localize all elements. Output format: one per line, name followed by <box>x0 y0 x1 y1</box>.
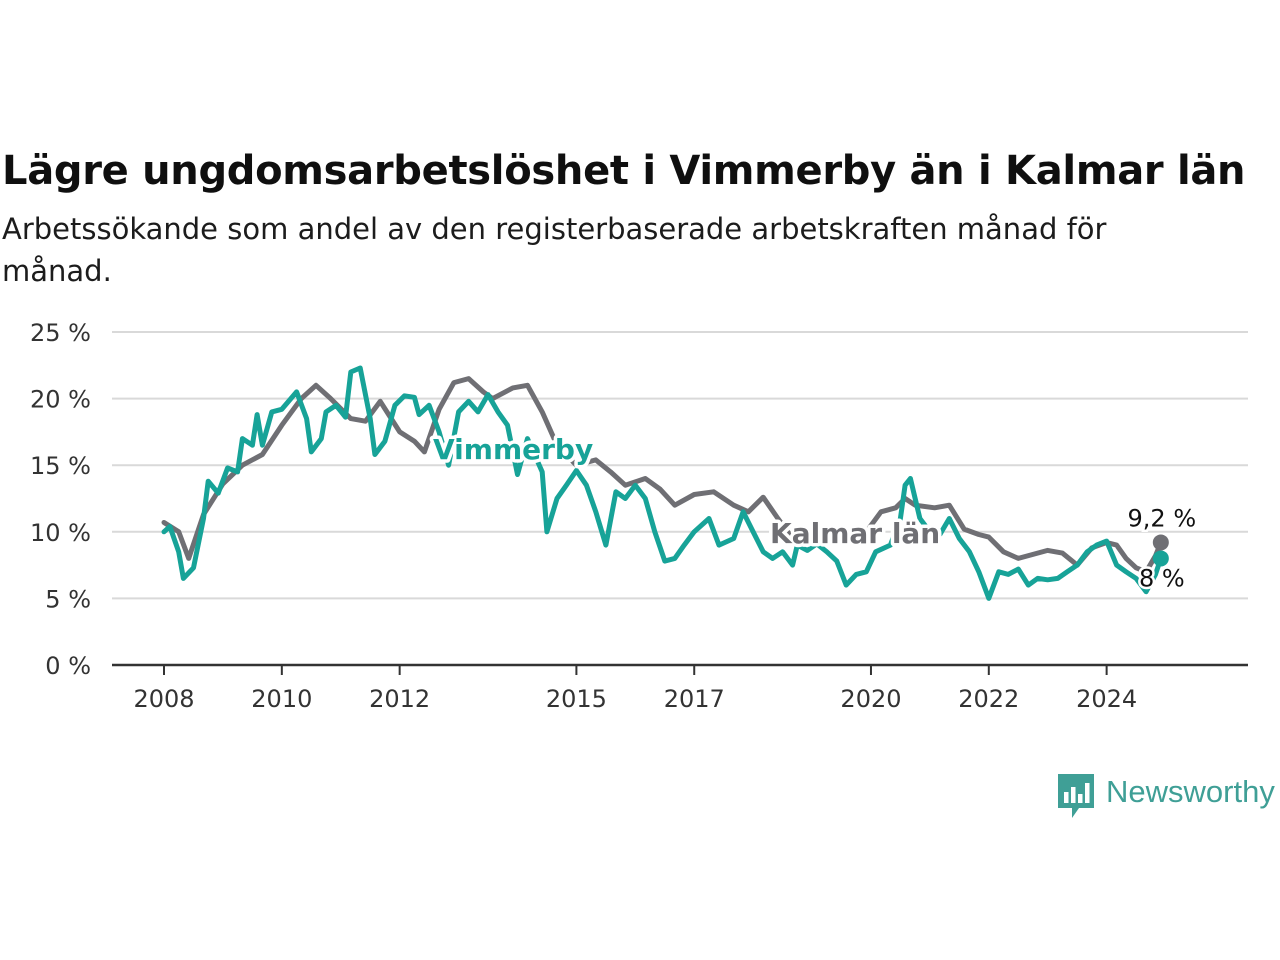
series-line-vimmerby <box>161 365 1164 601</box>
y-tick-label: 20 % <box>30 386 91 414</box>
x-axis: 2008 2010 2012 2015 2017 2020 2022 2024 <box>112 663 1248 713</box>
x-tick-label: 2015 <box>546 685 607 713</box>
brand-name: Newsworthy <box>1106 774 1275 809</box>
x-tick-label: 2017 <box>664 685 725 713</box>
grid-lines <box>112 331 1248 600</box>
y-tick-label: 10 % <box>30 519 91 547</box>
x-tick-label: 2012 <box>369 685 430 713</box>
end-point-vimmerby <box>1152 550 1169 567</box>
series-label-vimmerby: Vimmerby <box>433 433 593 466</box>
x-tick-label: 2022 <box>958 685 1019 713</box>
series-labels: Vimmerby Kalmar län 9,2 % 8 % <box>430 430 1199 595</box>
y-axis-tick-labels: 0 % 5 % 10 % 15 % 20 % 25 % <box>30 319 91 680</box>
x-tick-label: 2020 <box>840 685 901 713</box>
x-tick-label: 2008 <box>133 685 194 713</box>
y-tick-label: 5 % <box>45 585 91 613</box>
y-tick-label: 15 % <box>30 452 91 480</box>
x-tick-label: 2024 <box>1076 685 1137 713</box>
end-label-kalmar-lan: 9,2 % <box>1128 504 1197 532</box>
chart-title: Lägre ungdomsarbetslöshet i Vimmerby än … <box>2 148 1246 194</box>
newsworthy-logo-icon <box>1058 774 1094 818</box>
series-lines <box>161 365 1169 601</box>
line-chart: 0 %5 %10 %15 %20 %25 % 2008 2010 2012 2015 2… <box>30 319 1248 713</box>
chart-subtitle: Arbetssökande som andel av den registerb… <box>2 212 1107 288</box>
end-point-kalmar-l-n <box>1152 534 1169 551</box>
y-tick-label: 0 % <box>45 652 91 680</box>
series-line-kalmar-l-n <box>161 376 1164 575</box>
end-label-vimmerby: 8 % <box>1139 564 1185 592</box>
series-label-kalmar-lan: Kalmar län <box>770 517 940 550</box>
newsworthy-brand: Newsworthy <box>1058 772 1280 818</box>
x-tick-label: 2010 <box>251 685 312 713</box>
y-tick-label: 25 % <box>30 319 91 347</box>
